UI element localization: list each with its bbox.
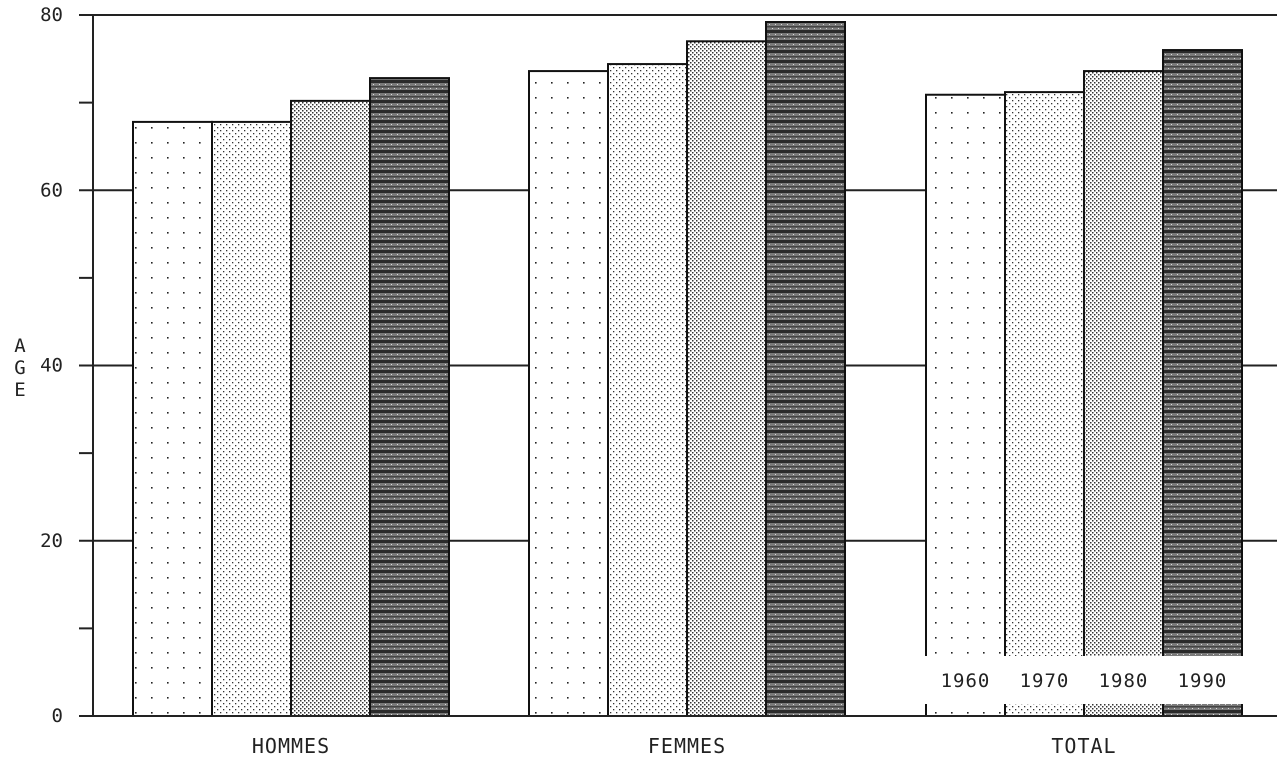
legend-box <box>924 656 1250 704</box>
y-tick-label: 20 <box>40 530 63 552</box>
y-tick-label: 60 <box>40 179 63 201</box>
legend-label-1960: 1960 <box>941 670 991 692</box>
bar-total-1990 <box>1162 49 1243 718</box>
y-tick-label: 0 <box>52 705 63 727</box>
legend-label-1990: 1990 <box>1178 670 1228 692</box>
bars-layer <box>132 21 1243 718</box>
bar-femmes-1990 <box>765 21 846 717</box>
bar-hommes-1970 <box>211 120 292 717</box>
bar-total-1970 <box>1004 91 1085 718</box>
bar-hommes-1960 <box>132 120 213 717</box>
y-axis-label-char: E <box>14 379 25 401</box>
bar-hommes-1990 <box>369 77 450 717</box>
bar-femmes-1970 <box>607 63 688 717</box>
category-label: TOTAL <box>1051 734 1116 758</box>
category-label: FEMMES <box>648 734 726 758</box>
y-axis-label-char: A <box>14 335 26 357</box>
legend-label-1980: 1980 <box>1099 670 1149 692</box>
y-axis-label-char: G <box>14 357 25 379</box>
legend: 1960 1970 1980 1990 <box>924 656 1250 704</box>
bar-total-1960 <box>925 93 1006 717</box>
legend-label-1970: 1970 <box>1020 670 1070 692</box>
y-tick-label: 80 <box>40 4 63 26</box>
bar-hommes-1980 <box>290 99 371 717</box>
labels-layer: 0 20 40 60 80 AGE HOMMES FEMMES TOTAL <box>14 4 1116 758</box>
axes-layer <box>92 15 1277 717</box>
y-tick-label: 40 <box>40 355 63 377</box>
category-label: HOMMES <box>252 734 330 758</box>
bar-femmes-1960 <box>528 70 609 717</box>
bar-femmes-1980 <box>686 40 767 718</box>
bar-total-1980 <box>1083 70 1164 717</box>
